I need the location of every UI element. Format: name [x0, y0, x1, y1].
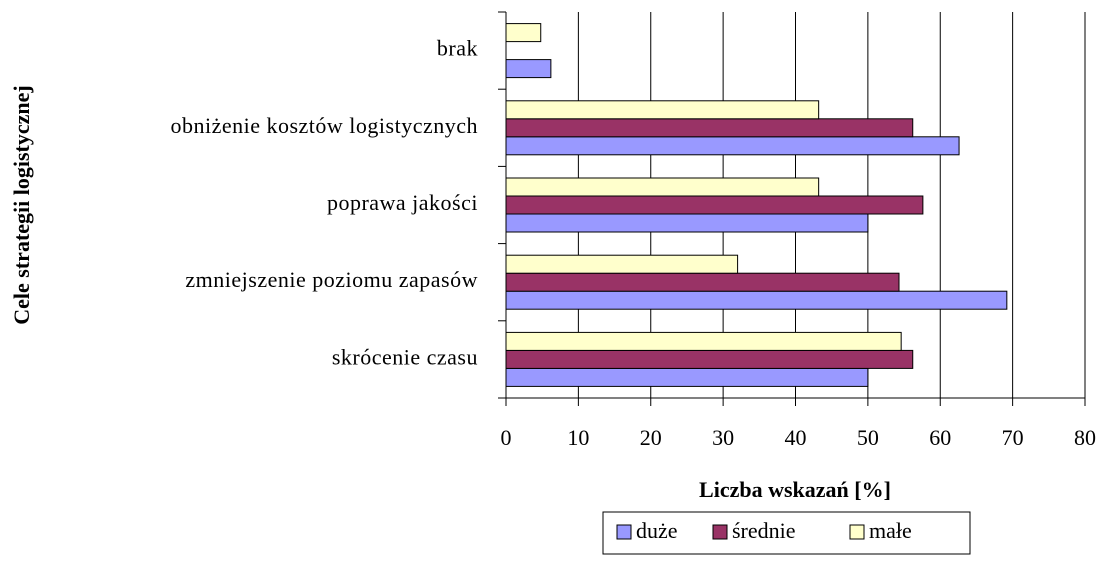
x-tick-label: 10: [567, 425, 589, 450]
x-tick-label: 70: [1002, 425, 1024, 450]
x-tick-label: 30: [712, 425, 734, 450]
x-tick-label: 40: [785, 425, 807, 450]
y-axis-title: Cele strategii logistycznej: [9, 85, 34, 324]
legend-label: małe: [869, 518, 912, 543]
legend-swatch: [712, 524, 728, 540]
bar: [505, 195, 924, 215]
bar: [505, 59, 552, 79]
x-axis-title: Liczba wskazań [%]: [699, 477, 891, 502]
x-tick-label: 60: [929, 425, 951, 450]
legend-box: [602, 511, 971, 555]
y-tick-label: obniżenie kosztów logistycznych: [170, 113, 478, 138]
bar: [505, 23, 542, 43]
x-tick-label: 50: [857, 425, 879, 450]
legend-label: średnie: [732, 518, 796, 543]
bar: [505, 213, 869, 233]
bar: [505, 100, 820, 120]
legend-swatch: [849, 524, 865, 540]
x-tick-label: 20: [640, 425, 662, 450]
bar: [505, 331, 902, 351]
bar: [505, 136, 960, 156]
y-tick-label: zmniejszenie poziomu zapasów: [185, 267, 478, 292]
bar: [505, 118, 914, 138]
x-tick-label: 0: [501, 425, 512, 450]
bar: [505, 177, 820, 197]
bar: [505, 272, 900, 292]
bar: [505, 367, 869, 387]
legend-label: duże: [636, 518, 678, 543]
legend-swatch: [616, 524, 632, 540]
bar: [505, 254, 739, 274]
bar: [505, 290, 1008, 310]
y-tick-label: poprawa jakości: [327, 190, 478, 215]
bar: [505, 349, 914, 369]
y-tick-label: brak: [437, 36, 478, 61]
x-tick-label: 80: [1074, 425, 1096, 450]
y-tick-label: skrócenie czasu: [332, 344, 478, 369]
